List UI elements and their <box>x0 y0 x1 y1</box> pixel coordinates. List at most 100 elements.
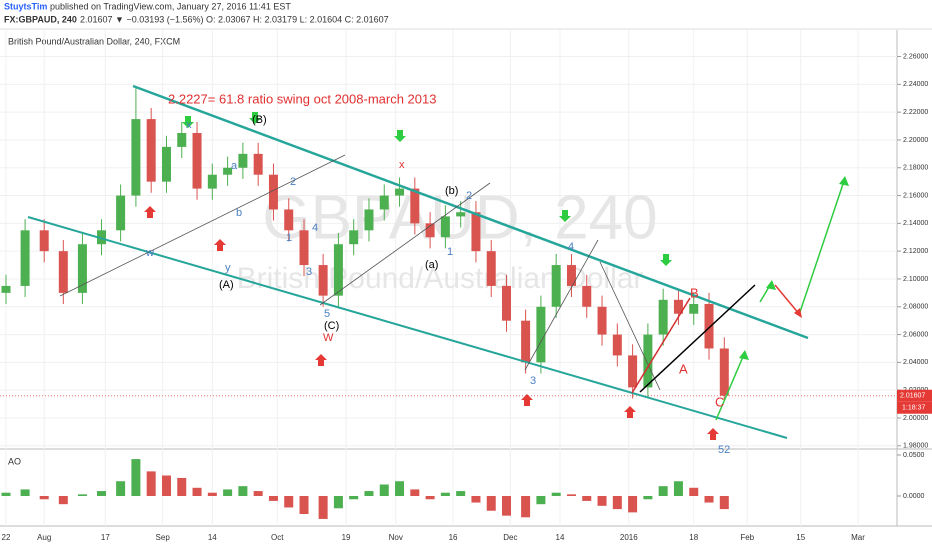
ao-bar <box>364 491 374 496</box>
candle-body <box>192 133 202 189</box>
candle-body <box>425 223 435 238</box>
up-arrow <box>144 206 156 218</box>
ao-bar <box>521 495 531 518</box>
y-tick-label: 1.98000 <box>903 443 928 450</box>
candle-body <box>207 174 217 189</box>
candle-body <box>284 209 294 231</box>
countdown-tag <box>897 401 932 414</box>
ao-bar <box>177 477 187 496</box>
up-arrow <box>315 354 327 366</box>
ao-bar <box>146 471 156 496</box>
trend-line <box>639 284 756 393</box>
author[interactable]: StuytsTim <box>4 1 47 11</box>
ao-bar <box>673 481 683 496</box>
trend-line <box>132 84 809 340</box>
up-arrow <box>707 428 719 440</box>
ao-bar <box>253 491 263 496</box>
x-tick-label: 19 <box>342 533 351 542</box>
candle-body <box>643 334 653 388</box>
x-tick-label: 2016 <box>620 533 638 542</box>
ao-bar <box>299 495 309 515</box>
ao-bar <box>582 495 592 501</box>
ao-bar <box>643 495 653 500</box>
up-arrow <box>624 406 636 418</box>
ao-bar <box>395 481 405 496</box>
ao-bar <box>192 487 202 496</box>
annotation: W <box>323 332 334 344</box>
ao-bar <box>333 495 343 509</box>
ao-bar <box>97 491 107 496</box>
ao-bar <box>628 495 638 513</box>
y-tick-label: 0.0000 <box>903 493 925 500</box>
last-price-label: 2.01607 <box>900 393 925 400</box>
candle-body <box>456 212 466 217</box>
annotation: 4 <box>312 222 318 234</box>
annotation: 3 <box>306 266 312 278</box>
y-tick-label: 2.06000 <box>903 331 928 338</box>
up-arrow <box>214 239 226 251</box>
ao-bar <box>58 495 68 505</box>
annotation: (a) <box>425 259 438 271</box>
down-arrow <box>660 254 672 266</box>
annotation: A <box>679 361 688 376</box>
y-tick-label: 2.24000 <box>903 81 928 88</box>
candle-body <box>486 251 496 286</box>
candle-body <box>253 153 263 175</box>
ao-bar <box>658 486 668 496</box>
annotation: 2 <box>466 190 472 202</box>
annotation: (C) <box>324 320 339 332</box>
x-tick-label: 17 <box>101 533 110 542</box>
ao-bar <box>425 495 435 500</box>
candle-body <box>582 285 592 307</box>
ao-bar <box>704 495 714 503</box>
candle-body <box>58 251 68 293</box>
ao-bar <box>238 486 248 496</box>
arrow-head <box>739 350 749 360</box>
candle-body <box>379 195 389 210</box>
x-tick-label: 16 <box>449 533 458 542</box>
up-arrow <box>521 394 533 406</box>
ao-bar <box>284 495 294 508</box>
ao-bar <box>612 495 622 510</box>
candle-body <box>704 303 714 349</box>
ao-bar <box>379 484 389 496</box>
arrow-head <box>839 176 849 186</box>
annotation: (b) <box>445 185 458 197</box>
candle-body <box>349 230 359 245</box>
candle-body <box>1 285 11 293</box>
candle-body <box>628 355 638 388</box>
candle-body <box>364 209 374 231</box>
candle-body <box>566 265 576 286</box>
ao-bar <box>318 495 328 519</box>
candle-body <box>612 334 622 356</box>
annotation: 3 <box>530 375 536 387</box>
ao-bar <box>131 459 141 496</box>
trend-line <box>59 154 346 297</box>
candle-body <box>268 174 278 210</box>
candle-body <box>471 212 481 252</box>
candle-body <box>77 244 87 293</box>
candle-body <box>223 167 233 175</box>
ao-bar <box>207 492 217 496</box>
ao-bar <box>597 495 607 506</box>
candle-body <box>20 230 30 286</box>
ao-bar <box>1 492 11 496</box>
candle-body <box>521 320 531 363</box>
annotation: 2.2227= 61.8 ratio swing oct 2008-march … <box>168 91 436 106</box>
y-tick-label: 2.04000 <box>903 359 928 366</box>
candle-body <box>39 230 49 252</box>
candle-body <box>161 146 171 182</box>
candle-body <box>597 306 607 335</box>
candle-body <box>551 265 561 307</box>
annotation: 1 <box>447 246 453 258</box>
x-tick-label: Feb <box>740 533 754 542</box>
x-tick-label: Dec <box>503 533 517 542</box>
y-tick-label: 2.22000 <box>903 109 928 116</box>
y-tick-label: 2.12000 <box>903 248 928 255</box>
ao-bar <box>689 487 699 496</box>
candle-body <box>658 299 668 335</box>
annotation: 5 <box>324 308 330 320</box>
x-tick-label: 22 <box>2 533 11 542</box>
ao-bar <box>20 489 30 496</box>
